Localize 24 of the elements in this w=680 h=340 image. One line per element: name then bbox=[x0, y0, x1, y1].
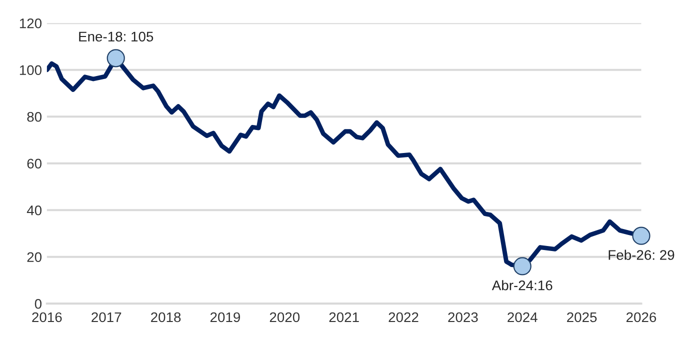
point bbox=[632, 226, 650, 245]
point bbox=[106, 49, 125, 68]
annotation: Ene-18: 105 bbox=[79, 32, 154, 42]
point bbox=[513, 257, 532, 276]
x-tick-label: 2021 bbox=[329, 312, 359, 322]
y-tick-label: 0 bbox=[34, 298, 42, 309]
x-tick-label: 2022 bbox=[388, 312, 418, 322]
y-tick-label: 80 bbox=[27, 112, 42, 122]
y-tick-label: 100 bbox=[20, 65, 42, 76]
annotation: Abr-24:16 bbox=[492, 280, 552, 290]
x-tick-label: 2020 bbox=[270, 312, 300, 322]
y-tick-label: 40 bbox=[26, 205, 42, 216]
x-tick-label: 2017 bbox=[92, 312, 122, 322]
y-tick-label: 60 bbox=[27, 158, 42, 169]
x-tick-label: 2026 bbox=[626, 312, 656, 322]
y-tick-label: 20 bbox=[27, 252, 42, 262]
x-tick-label: 2024 bbox=[508, 312, 538, 322]
x-tick-label: 2023 bbox=[448, 312, 478, 322]
x-tick-label: 2018 bbox=[151, 312, 181, 322]
y-tick-label: 120 bbox=[20, 18, 42, 28]
x-tick-label: 2016 bbox=[32, 312, 62, 322]
x-tick-label: 2019 bbox=[210, 312, 240, 322]
x-tick-label: 2025 bbox=[567, 312, 597, 322]
annotation: Feb-26: 29 bbox=[608, 250, 674, 260]
